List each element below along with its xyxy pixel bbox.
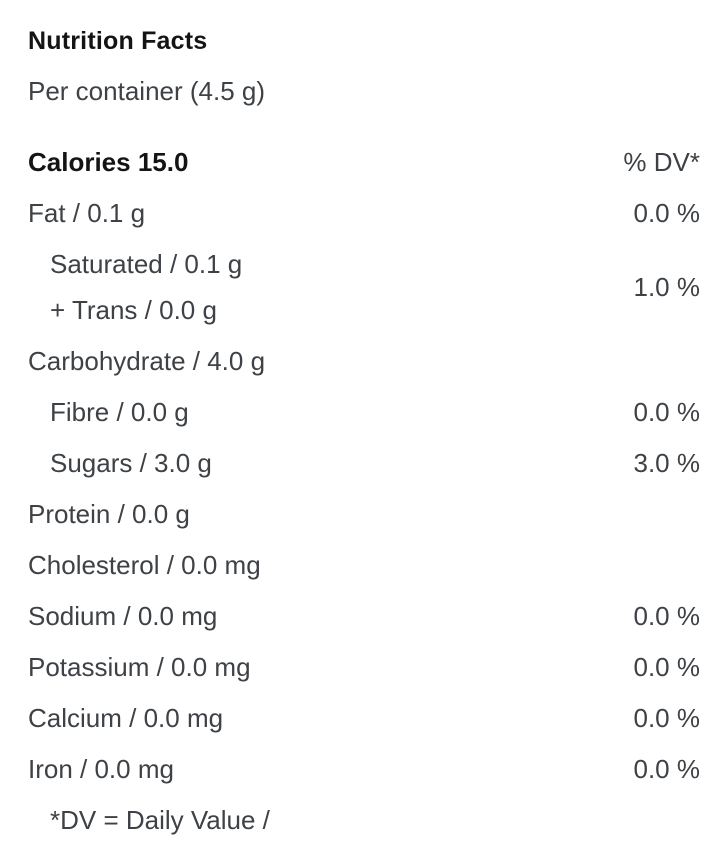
nutrient-row-protein: Protein / 0.0 g [28, 489, 700, 540]
nutrient-name: Potassium / 0.0 mg [28, 652, 251, 682]
nutrient-name-saturated: Saturated / 0.1 g [50, 249, 243, 279]
nutrient-row-fibre: Fibre / 0.0 g 0.0 % [28, 387, 700, 438]
nutrient-dv: 0.0 % [633, 754, 701, 784]
dv-column-header: % DV* [623, 147, 700, 177]
nutrient-row-carbohydrate: Carbohydrate / 4.0 g [28, 336, 700, 387]
saturated-trans-lines: Saturated / 0.1 g + Trans / 0.0 g [28, 250, 242, 325]
nutrient-row-iron: Iron / 0.0 mg 0.0 % [28, 744, 700, 795]
nutrient-name: Protein / 0.0 g [28, 499, 190, 529]
nutrient-name: Fibre / 0.0 g [50, 397, 189, 427]
nutrient-name: Sodium / 0.0 mg [28, 601, 218, 631]
nutrient-name: Calcium / 0.0 mg [28, 703, 224, 733]
nutrient-row-sugars: Sugars / 3.0 g 3.0 % [28, 438, 700, 489]
nutrient-dv: 0.0 % [633, 397, 701, 427]
nutrient-row-cholesterol: Cholesterol / 0.0 mg [28, 540, 700, 591]
dv-footnote-row: *DV = Daily Value / [28, 795, 700, 846]
nutrient-row-fat: Fat / 0.1 g 0.0 % [28, 188, 700, 239]
serving-size: Per container (4.5 g) [28, 76, 266, 106]
nutrient-name: Fat / 0.1 g [28, 198, 146, 228]
nutrient-row-saturated-trans: Saturated / 0.1 g + Trans / 0.0 g 1.0 % [28, 239, 700, 336]
nutrient-dv: 0.0 % [633, 198, 701, 228]
calories-header-row: Calories 15.0 % DV* [28, 137, 700, 188]
nutrient-name: Carbohydrate / 4.0 g [28, 346, 266, 376]
nutrient-row-potassium: Potassium / 0.0 mg 0.0 % [28, 642, 700, 693]
nutrient-dv: 1.0 % [633, 272, 701, 302]
nutrient-dv: 0.0 % [633, 652, 701, 682]
nutrient-name: Iron / 0.0 mg [28, 754, 174, 784]
nutrient-dv: 0.0 % [633, 601, 701, 631]
nutrient-row-sodium: Sodium / 0.0 mg 0.0 % [28, 591, 700, 642]
nutrient-name: Sugars / 3.0 g [50, 448, 212, 478]
nutrient-dv: 3.0 % [633, 448, 701, 478]
nutrient-row-calcium: Calcium / 0.0 mg 0.0 % [28, 693, 700, 744]
nutrient-name-trans: + Trans / 0.0 g [50, 295, 217, 325]
calories-value: Calories 15.0 [28, 147, 189, 177]
nutrient-dv: 0.0 % [633, 703, 701, 733]
dv-footnote: *DV = Daily Value / [50, 805, 270, 835]
nutrient-name: Cholesterol / 0.0 mg [28, 550, 261, 580]
nutrition-facts-title: Nutrition Facts [28, 27, 208, 55]
